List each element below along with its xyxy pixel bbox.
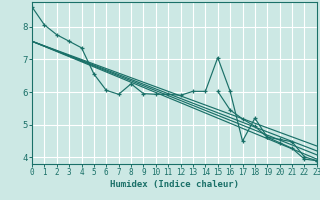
X-axis label: Humidex (Indice chaleur): Humidex (Indice chaleur): [110, 180, 239, 189]
